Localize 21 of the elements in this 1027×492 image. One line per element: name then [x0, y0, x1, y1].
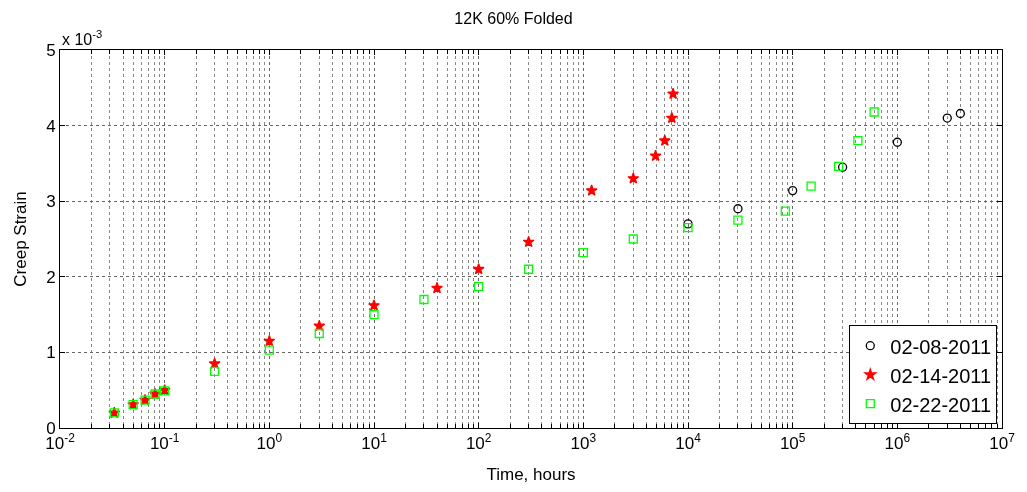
x-tick-label: 10$^{3}$	[570, 431, 597, 454]
y-tick-label: 1	[46, 343, 56, 363]
y-tick-label: 4	[46, 116, 56, 136]
legend-label: 02-14-2011	[890, 364, 992, 387]
y-tick-label: 2	[46, 267, 56, 287]
legend-label: 02-22-2011	[890, 393, 992, 416]
x-axis-title: Time, hours	[486, 464, 576, 484]
chart-title: 12K 60% Folded	[454, 9, 573, 27]
x-tick-label: 10$^{1}$	[361, 431, 388, 454]
legend-label: 02-08-2011	[890, 335, 992, 358]
y-tick-label: 5	[46, 40, 56, 60]
x-tick-label: 10$^{0}$	[256, 431, 283, 454]
x-tick-label: 10$^{-1}$	[149, 431, 180, 454]
x-tick-label: 10$^{7}$	[989, 431, 1016, 454]
x-tick-label: 10$^{6}$	[884, 431, 911, 454]
text: x 10$^{-3}$	[62, 28, 103, 48]
y-axis-title: Creep Strain	[10, 191, 30, 287]
x-tick-label: 10$^{5}$	[779, 431, 806, 454]
x-tick-label: 10$^{2}$	[465, 431, 492, 454]
y-tick-label: 3	[46, 192, 56, 212]
x-tick-label: 10$^{4}$	[675, 431, 702, 454]
